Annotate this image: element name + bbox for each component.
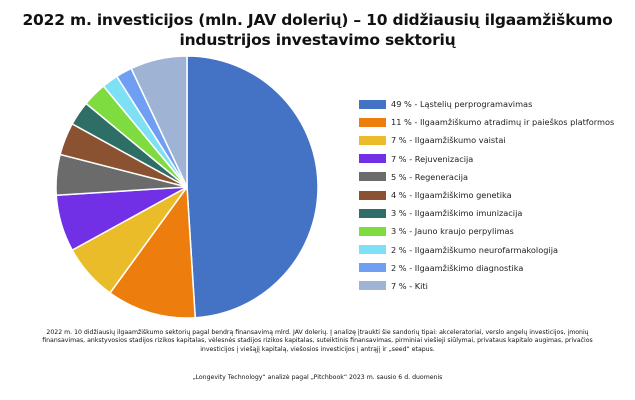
legend-item-7: 3 % - Ilgaamžiškimo imunizacija bbox=[359, 204, 614, 222]
legend-label: 7 % - Ilgaamžiškumo vaistai bbox=[391, 135, 506, 146]
legend-item-10: 2 % - Ilgaamžiškimo diagnostika bbox=[359, 259, 614, 277]
legend-label: 3 % - Jauno kraujo perpylimas bbox=[391, 226, 514, 237]
legend-label: 3 % - Ilgaamžiškimo imunizacija bbox=[391, 208, 523, 219]
chart-title: 2022 m. investicijos (mln. JAV dolerių) … bbox=[0, 10, 635, 50]
legend-swatch bbox=[359, 190, 386, 200]
legend-item-9: 2 % - Ilgaamžiškumo neurofarmakologija bbox=[359, 241, 614, 259]
footnote: 2022 m. 10 didžiausių ilgaamžiškumo sekt… bbox=[42, 329, 593, 353]
legend-item-11: 7 % - Kiti bbox=[359, 277, 614, 295]
legend-label: 7 % - Kiti bbox=[391, 280, 428, 291]
pie-slice-2 bbox=[108, 184, 197, 319]
legend-label: 2 % - Ilgaamžiškumo neurofarmakologija bbox=[391, 244, 558, 255]
legend-label: 5 % - Regeneracija bbox=[391, 171, 469, 182]
legend-swatch bbox=[359, 172, 386, 182]
legend-swatch bbox=[359, 245, 386, 255]
legend-swatch bbox=[359, 135, 386, 145]
legend-swatch bbox=[359, 226, 386, 236]
legend-item-6: 4 % - Ilgaamžiškimo genetika bbox=[359, 186, 614, 204]
chart-legend: 49 % - Ląstelių perprogramavimas 11 % - I… bbox=[359, 95, 614, 295]
chart-title-line-2: industrijos investavimo sektorių bbox=[179, 31, 456, 49]
pie-slice-1 bbox=[186, 55, 319, 319]
legend-item-5: 5 % - Regeneracija bbox=[359, 168, 614, 186]
chart-title-line-1: 2022 m. investicijos (mln. JAV dolerių) … bbox=[22, 11, 613, 29]
legend-item-1: 49 % - Ląstelių perprogramavimas bbox=[359, 95, 614, 113]
legend-label: 4 % - Ilgaamžiškimo genetika bbox=[391, 190, 512, 201]
legend-item-4: 7 % - Rejuvenizacija bbox=[359, 150, 614, 168]
legend-label: 49 % - Ląstelių perprogramavimas bbox=[391, 99, 533, 110]
pie-slice-11 bbox=[130, 55, 188, 188]
legend-swatch bbox=[359, 99, 386, 109]
legend-item-2: 11 % - Ilgaamžiškumo atradimų ir paieško… bbox=[359, 113, 614, 131]
legend-label: 7 % - Rejuvenizacija bbox=[391, 153, 474, 164]
legend-swatch bbox=[359, 117, 386, 127]
legend-label: 2 % - Ilgaamžiškimo diagnostika bbox=[391, 262, 524, 273]
source-note: „Longevity Technology“ analizė pagal „Pi… bbox=[192, 374, 443, 381]
legend-swatch bbox=[359, 208, 386, 218]
legend-swatch bbox=[359, 263, 386, 273]
legend-label: 11 % - Ilgaamžiškumo atradimų ir paieško… bbox=[391, 117, 615, 128]
legend-swatch bbox=[359, 154, 386, 164]
legend-item-3: 7 % - Ilgaamžiškumo vaistai bbox=[359, 131, 614, 149]
legend-item-8: 3 % - Jauno kraujo perpylimas bbox=[359, 222, 614, 240]
legend-swatch bbox=[359, 281, 386, 291]
